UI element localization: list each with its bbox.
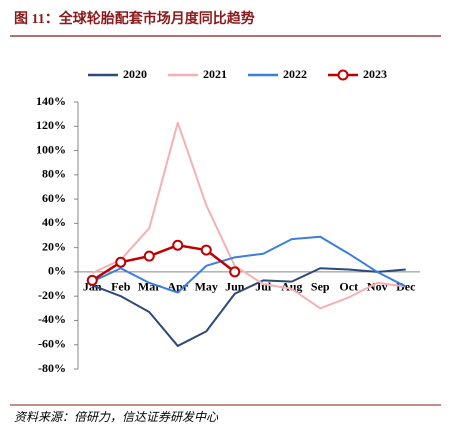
series-line — [91, 121, 406, 310]
y-tick-label: 80% — [42, 167, 66, 181]
x-tick-label: Feb — [111, 280, 131, 294]
legend-marker — [337, 69, 349, 81]
point — [200, 244, 212, 256]
x-tick-label: Oct — [339, 280, 358, 294]
x-tick-label: Mar — [138, 280, 161, 294]
y-tick-label: 60% — [42, 191, 66, 205]
point — [229, 266, 241, 278]
y-tick-label: -20% — [38, 288, 66, 302]
series-line — [91, 267, 406, 347]
x-tick-label: Jun — [225, 280, 245, 294]
y-tick-label: 20% — [42, 239, 66, 253]
y-tick-label: 40% — [42, 215, 66, 229]
point — [86, 274, 98, 286]
legend-label: 2021 — [203, 67, 227, 81]
y-tick-label: 0% — [48, 264, 66, 278]
series-line — [91, 235, 407, 294]
y-tick-label: 120% — [36, 118, 66, 132]
y-tick-label: 140% — [36, 94, 66, 108]
point — [115, 256, 127, 268]
y-tick-label: -60% — [38, 336, 66, 350]
y-tick-label: -80% — [38, 361, 66, 375]
x-tick-label: Aug — [281, 280, 302, 294]
legend-label: 2022 — [283, 67, 307, 81]
point — [143, 250, 155, 262]
x-tick-label: Jul — [255, 280, 272, 294]
x-tick-label: May — [195, 280, 218, 294]
legend-label: 2020 — [123, 67, 147, 81]
y-tick-label: -40% — [38, 312, 66, 326]
y-tick-label: 100% — [36, 142, 66, 156]
chart-title: 图 11：全球轮胎配套市场月度同比趋势 — [14, 10, 255, 27]
legend-label: 2023 — [363, 67, 387, 81]
x-tick-label: Dec — [396, 280, 416, 294]
source: 资料来源：倍研力，信达证券研发中心 — [14, 410, 219, 424]
series-line — [91, 243, 236, 282]
x-tick-label: Sep — [311, 280, 330, 294]
point — [172, 239, 184, 251]
